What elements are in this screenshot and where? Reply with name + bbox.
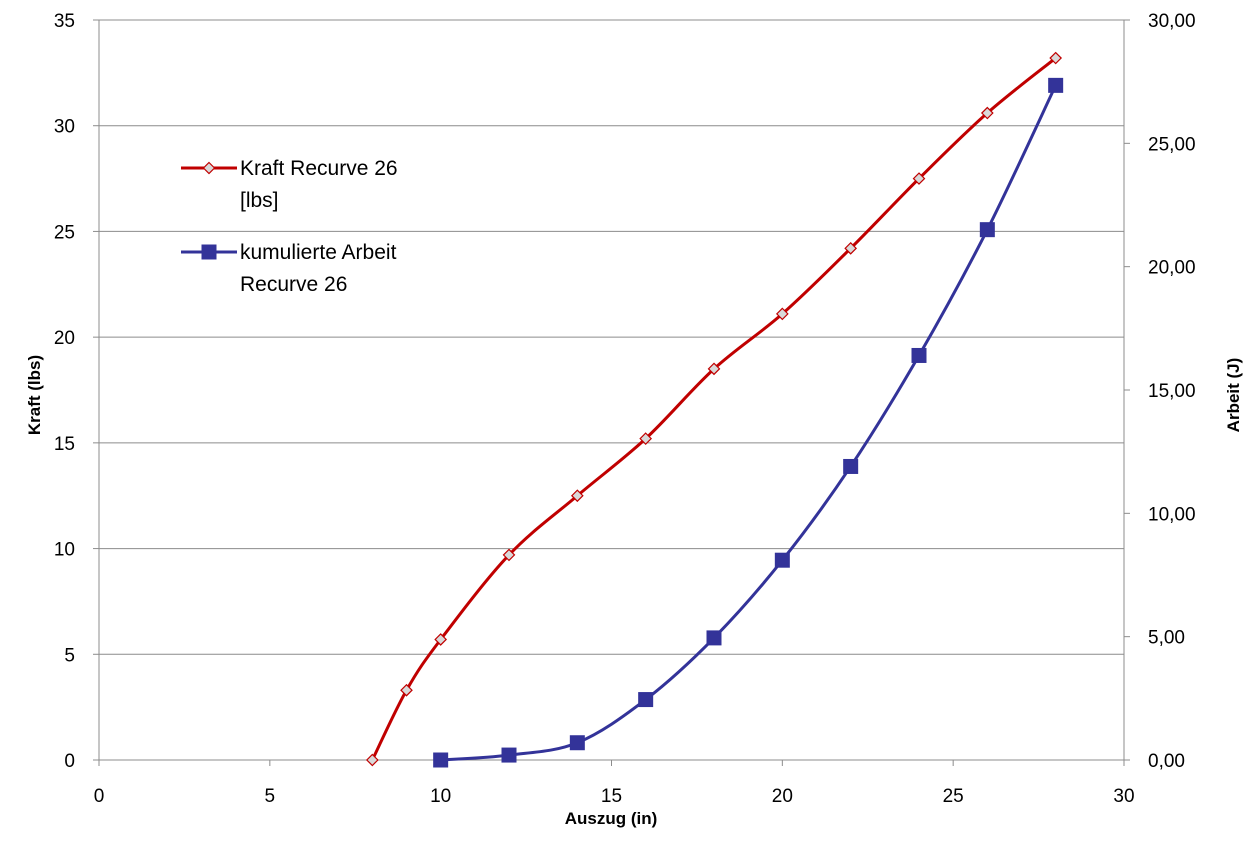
legend-marker [201,244,217,260]
legend-entry: Kraft Recurve 26 [lbs] [181,157,398,212]
y-left-tick-label: 35 [54,11,75,32]
x-tick-label: 25 [943,786,964,807]
series-line [440,84,1058,762]
data-point [570,489,584,503]
data-point [775,307,789,321]
data-point [843,458,859,474]
legend-label: kumulierte Arbeit [240,241,397,264]
data-point [569,735,585,751]
grid-lines [99,19,1124,655]
x-tick-label: 15 [601,786,622,807]
y-right-tick-label: 25,00 [1148,134,1196,155]
x-axis-title: Auszug (in) [565,809,658,828]
y-right-tick-label: 20,00 [1148,258,1196,279]
data-point [706,630,722,646]
y-left-tick-label: 0 [64,751,75,772]
x-tick-label: 10 [430,786,451,807]
y-left-tick-label: 10 [54,540,75,561]
x-tick-label: 5 [265,786,276,807]
data-point [979,222,995,238]
y-left-tick-label: 20 [54,328,75,349]
y-left-tick-label: 25 [54,222,75,243]
data-point [638,692,654,708]
y-left-tick-label: 15 [54,434,75,455]
data-point [1048,77,1064,93]
y-right-tick-label: 0,00 [1148,751,1185,772]
y-left-tick-label: 30 [54,117,75,138]
legend-label: Recurve 26 [240,273,347,296]
y-axis-right-title: Arbeit (J) [1224,358,1243,433]
legend-label: Kraft Recurve 26 [240,157,398,180]
data-point [433,752,449,768]
data-point [501,747,517,763]
data-point [980,106,994,120]
data-point [400,683,413,697]
data-point [1049,51,1063,65]
y-right-tick-label: 15,00 [1148,381,1196,402]
y-right-tick-label: 30,00 [1148,11,1196,32]
data-point [707,362,721,376]
data-point [911,347,927,363]
series-arbeit [433,77,1064,768]
y-axis-left-title: Kraft (lbs) [25,355,44,435]
series-kraft [365,51,1063,767]
series-group [365,51,1064,768]
legend-label: [lbs] [240,189,279,212]
y-left-tick-label: 5 [64,645,75,666]
data-point [774,552,790,568]
data-point [639,432,653,445]
y-right-tick-label: 5,00 [1148,628,1185,649]
x-tick-label: 30 [1113,786,1134,807]
x-tick-label: 20 [772,786,793,807]
data-point [502,548,516,562]
legend-entry: kumulierte Arbeit Recurve 26 [181,241,397,296]
y-right-tick-label: 10,00 [1148,504,1196,525]
legend-marker [202,161,216,175]
data-point [844,241,858,255]
x-tick-label: 0 [94,786,105,807]
tick-labels: 0 5 10 15 20 25 30 0 5 10 15 20 25 30 35 0,00 5,00 10,00 1… [54,11,1196,807]
data-point [365,753,379,767]
data-point [912,172,926,185]
data-point [434,633,448,646]
legend: Kraft Recurve 26 [lbs] kumulierte Arbeit Re… [181,157,398,296]
